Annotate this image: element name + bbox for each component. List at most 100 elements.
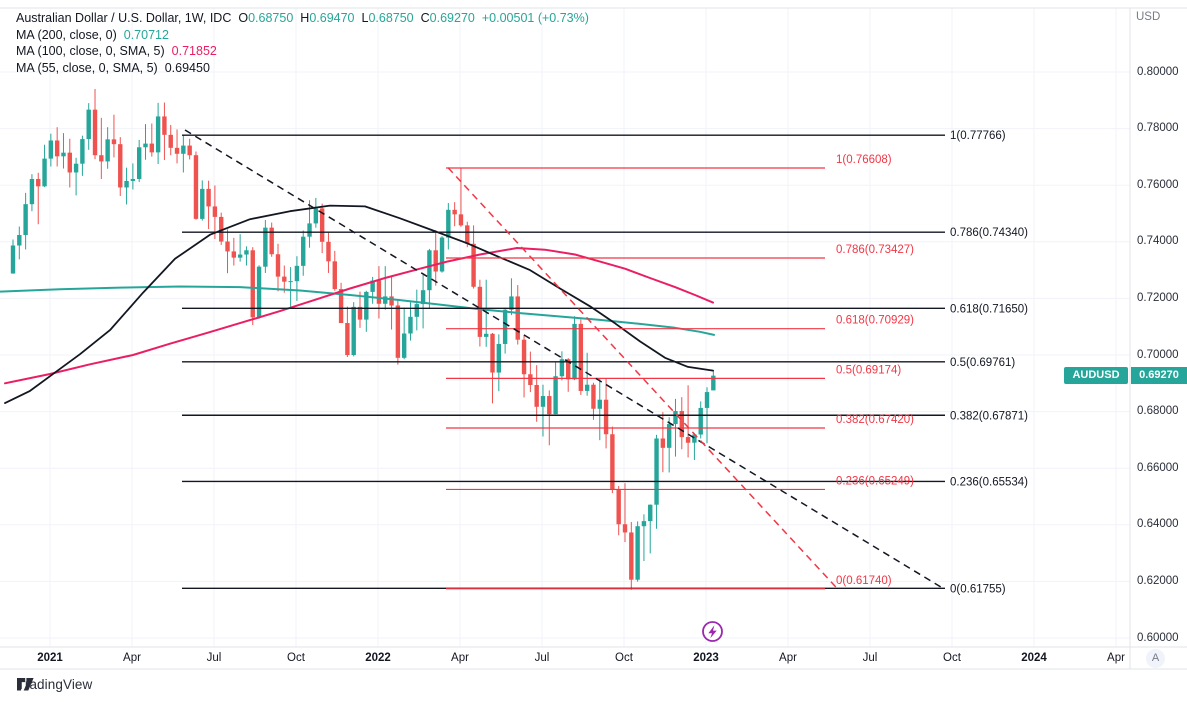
candle-body xyxy=(193,155,199,219)
price-tick-label: 0.62000 xyxy=(1137,574,1179,587)
candle-body xyxy=(301,236,306,266)
candle-body xyxy=(250,250,255,318)
candle-body xyxy=(610,434,615,490)
candle-body xyxy=(332,261,337,290)
ma55-legend-row[interactable]: MA (55, close, 0, SMA, 5) 0.69450 xyxy=(16,60,589,76)
price-change: +0.00501 (+0.73%) xyxy=(481,11,589,25)
candle-body xyxy=(420,290,426,305)
candle-body xyxy=(439,237,445,272)
candle-body xyxy=(225,241,230,252)
time-tick-label: Apr xyxy=(779,652,797,664)
candle-body xyxy=(338,289,344,324)
ma55-value: 0.69450 xyxy=(164,60,210,75)
candle-body xyxy=(351,306,356,355)
candle-body xyxy=(534,384,539,407)
candle-body xyxy=(584,384,590,391)
time-tick-label: Jul xyxy=(862,652,878,664)
candle-body xyxy=(23,204,28,236)
price-tick-label: 0.74000 xyxy=(1137,235,1179,248)
candle-body xyxy=(465,225,470,244)
candle-body xyxy=(692,434,697,443)
ohlc-low: L0.68750 xyxy=(361,11,414,25)
event-marker-lightning-icon[interactable] xyxy=(702,621,723,642)
candle-body xyxy=(704,392,710,408)
fib-level-label: 0.382(0.67871) xyxy=(950,410,1028,422)
fib-level-label: 1(0.77766) xyxy=(950,130,1006,142)
candle-body xyxy=(509,296,514,310)
candle-body xyxy=(483,333,489,337)
time-tick-label: Apr xyxy=(451,652,469,664)
candle-body xyxy=(559,359,565,377)
ohlc-close: C0.69270 xyxy=(420,11,475,25)
candle-body xyxy=(540,396,546,407)
candle-body xyxy=(155,116,161,153)
candle-body xyxy=(553,376,558,415)
candle-body xyxy=(389,296,394,306)
candle-body xyxy=(572,323,577,380)
candle-body xyxy=(244,250,249,255)
candle-body xyxy=(17,235,22,246)
candle-body xyxy=(174,147,180,154)
candle-body xyxy=(490,333,495,373)
price-tick-label: 0.60000 xyxy=(1137,631,1179,644)
candle-body xyxy=(307,223,312,237)
candle-body xyxy=(401,333,407,358)
candle-body xyxy=(237,254,243,258)
candle-body xyxy=(118,144,123,188)
candle-body xyxy=(61,152,66,157)
fib-level-label: 0.786(0.73427) xyxy=(836,244,914,256)
ma200-legend-row[interactable]: MA (200, close, 0) 0.70712 xyxy=(16,27,589,43)
candle-body xyxy=(458,214,464,226)
ma100-legend-row[interactable]: MA (100, close, 0, SMA, 5) 0.71852 xyxy=(16,43,589,59)
ma100-label: MA (100, close, 0, SMA, 5) xyxy=(16,44,165,58)
candle-body xyxy=(212,206,218,217)
ma-line-ma-100 xyxy=(4,247,714,385)
symbol-price-tag: AUDUSD xyxy=(1064,367,1128,384)
candle-body xyxy=(288,281,293,283)
candle-body xyxy=(86,109,91,140)
candle-body xyxy=(364,291,369,320)
candle-body xyxy=(231,251,237,258)
candle-body xyxy=(433,250,438,272)
candle-body xyxy=(597,399,602,409)
candle-body xyxy=(357,306,363,320)
fib-level-label: 0.382(0.67420) xyxy=(836,414,914,426)
time-tick-label: Jul xyxy=(206,652,222,664)
candle-body xyxy=(446,209,451,238)
last-price-label: 0.69270 xyxy=(1131,367,1187,384)
time-tick-label: Apr xyxy=(1107,652,1125,664)
candle-body xyxy=(36,178,41,187)
price-tick-label: 0.70000 xyxy=(1137,348,1179,361)
fib-retracement-black[interactable]: 1(0.77766) 0.786(0.74340) 0.618(0.71650) 0.… xyxy=(182,130,1028,595)
candle-body xyxy=(219,216,224,242)
candle-body xyxy=(99,155,104,162)
candle-body xyxy=(502,309,508,344)
candle-body xyxy=(162,116,167,135)
candle-body xyxy=(496,343,502,373)
time-tick-label: Oct xyxy=(943,652,961,664)
price-tick-label: 0.72000 xyxy=(1137,291,1179,304)
fib-level-label: 0.5(0.69761) xyxy=(950,357,1015,369)
symbol-legend-row[interactable]: Australian Dollar / U.S. Dollar, 1W, IDC… xyxy=(16,10,589,26)
candle-body xyxy=(345,323,350,355)
gridlines xyxy=(0,8,1130,647)
ma100-value: 0.71852 xyxy=(171,44,217,58)
price-tick-label: 0.76000 xyxy=(1137,178,1179,191)
ma-line-ma-55 xyxy=(4,204,714,405)
fib-level-label: 0.5(0.69174) xyxy=(836,364,901,376)
candle-body xyxy=(515,296,520,340)
pane-borders xyxy=(0,7,1187,670)
candle-body xyxy=(48,140,54,159)
candle-body xyxy=(477,286,483,337)
candle-body xyxy=(711,375,716,391)
tradingview-logo[interactable]: TradingView xyxy=(17,677,92,692)
auto-scale-button[interactable]: A xyxy=(1146,649,1165,668)
candle-body xyxy=(395,305,401,358)
fib-retracement-red[interactable]: 1(0.76608) 0.786(0.73427) 0.618(0.70929) 0.… xyxy=(446,154,914,590)
fib-level-label: 0.618(0.70929) xyxy=(836,315,914,327)
price-tick-label: 0.80000 xyxy=(1137,65,1179,78)
candle-body xyxy=(326,241,331,262)
candle-body xyxy=(29,178,35,205)
downtrend-line-black-dashed[interactable] xyxy=(184,129,942,588)
